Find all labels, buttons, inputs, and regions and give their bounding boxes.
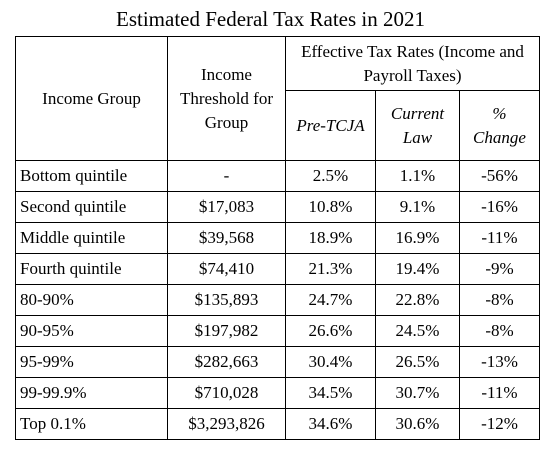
- cell-income-threshold: $39,568: [167, 222, 286, 254]
- header-pre-tcja: Pre-TCJA: [285, 90, 376, 161]
- cell-income-group: 90-95%: [15, 315, 168, 347]
- cell-income-threshold: $197,982: [167, 315, 286, 347]
- cell-pre-tcja: 10.8%: [285, 191, 376, 223]
- header-income-group: Income Group: [15, 36, 168, 161]
- cell-pre-tcja: 30.4%: [285, 346, 376, 378]
- cell-income-group: Middle quintile: [15, 222, 168, 254]
- cell-income-group: 99-99.9%: [15, 377, 168, 409]
- cell-pre-tcja: 34.6%: [285, 408, 376, 440]
- cell-pct-change: -16%: [459, 191, 540, 223]
- table-row: 99-99.9% $710,028 34.5% 30.7% -11%: [15, 377, 540, 409]
- header-current-law: Current Law: [375, 90, 460, 161]
- cell-income-threshold: $282,663: [167, 346, 286, 378]
- table-row: 80-90% $135,893 24.7% 22.8% -8%: [15, 284, 540, 316]
- tax-rates-table: Income Group Income Threshold for Group …: [15, 36, 540, 440]
- table-row: Fourth quintile $74,410 21.3% 19.4% -9%: [15, 253, 540, 285]
- table-row: 95-99% $282,663 30.4% 26.5% -13%: [15, 346, 540, 378]
- cell-pct-change: -8%: [459, 284, 540, 316]
- cell-income-group: Top 0.1%: [15, 408, 168, 440]
- cell-income-threshold: -: [167, 160, 286, 192]
- table-row: Bottom quintile -2.5% 1.1% -56%: [15, 160, 540, 192]
- cell-pre-tcja: 21.3%: [285, 253, 376, 285]
- cell-income-threshold: $17,083: [167, 191, 286, 223]
- header-income-threshold: Income Threshold for Group: [167, 36, 286, 161]
- cell-current-law: 30.7%: [375, 377, 460, 409]
- cell-pre-tcja: 24.7%: [285, 284, 376, 316]
- table-row: Second quintile $17,083 10.8% 9.1% -16%: [15, 191, 540, 223]
- table-row: Top 0.1% $3,293,826 34.6% 30.6% -12%: [15, 408, 540, 440]
- cell-pre-tcja: 18.9%: [285, 222, 376, 254]
- cell-pct-change: -13%: [459, 346, 540, 378]
- header-effective-tax-rates: Effective Tax Rates (Income and Payroll …: [285, 36, 540, 91]
- cell-current-law: 16.9%: [375, 222, 460, 254]
- table-row: 90-95% $197,982 26.6% 24.5% -8%: [15, 315, 540, 347]
- cell-income-group: 80-90%: [15, 284, 168, 316]
- cell-income-group: 95-99%: [15, 346, 168, 378]
- cell-income-threshold: $74,410: [167, 253, 286, 285]
- cell-pre-tcja: 34.5%: [285, 377, 376, 409]
- cell-pre-tcja: 2.5%: [285, 160, 376, 192]
- cell-pct-change: -56%: [459, 160, 540, 192]
- table-row: Middle quintile $39,568 18.9% 16.9% -11%: [15, 222, 540, 254]
- cell-pct-change: -12%: [459, 408, 540, 440]
- cell-pct-change: -11%: [459, 222, 540, 254]
- cell-income-group: Bottom quintile: [15, 160, 168, 192]
- cell-current-law: 9.1%: [375, 191, 460, 223]
- cell-income-threshold: $3,293,826: [167, 408, 286, 440]
- cell-current-law: 19.4%: [375, 253, 460, 285]
- cell-income-group: Fourth quintile: [15, 253, 168, 285]
- header-pct-change: % Change: [459, 90, 540, 161]
- cell-income-group: Second quintile: [15, 191, 168, 223]
- cell-current-law: 22.8%: [375, 284, 460, 316]
- cell-pct-change: -11%: [459, 377, 540, 409]
- cell-current-law: 24.5%: [375, 315, 460, 347]
- cell-income-threshold: $135,893: [167, 284, 286, 316]
- cell-income-threshold: $710,028: [167, 377, 286, 409]
- cell-current-law: 30.6%: [375, 408, 460, 440]
- table-title: Estimated Federal Tax Rates in 2021: [116, 7, 425, 31]
- cell-current-law: 26.5%: [375, 346, 460, 378]
- cell-pct-change: -8%: [459, 315, 540, 347]
- cell-pct-change: -9%: [459, 253, 540, 285]
- cell-current-law: 1.1%: [375, 160, 460, 192]
- cell-pre-tcja: 26.6%: [285, 315, 376, 347]
